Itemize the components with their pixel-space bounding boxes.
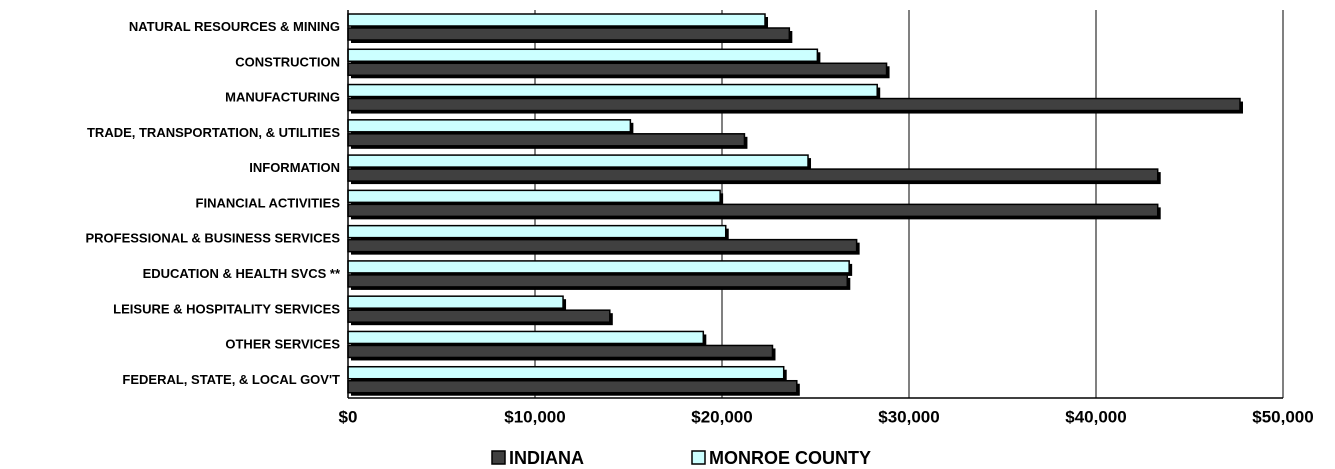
y-tick-label: OTHER SERVICES bbox=[225, 337, 340, 352]
bar bbox=[347, 97, 1241, 112]
y-tick-label: PROFESSIONAL & BUSINESS SERVICES bbox=[85, 231, 340, 246]
legend-label: INDIANA bbox=[509, 448, 584, 468]
bar bbox=[347, 119, 632, 133]
bar bbox=[347, 330, 705, 345]
bar bbox=[347, 238, 858, 253]
legend-swatch bbox=[691, 450, 706, 465]
x-tick-label: $0 bbox=[339, 407, 358, 426]
bar bbox=[347, 83, 878, 98]
y-tick-label: EDUCATION & HEALTH SVCS ** bbox=[143, 266, 341, 281]
bar bbox=[347, 62, 888, 77]
bar bbox=[347, 379, 798, 394]
x-tick-label: $40,000 bbox=[1065, 407, 1126, 426]
bar bbox=[347, 224, 727, 239]
bar bbox=[347, 203, 1159, 218]
y-tick-label: TRADE, TRANSPORTATION, & UTILITIES bbox=[87, 125, 340, 140]
bar bbox=[347, 13, 766, 27]
bar bbox=[347, 344, 774, 359]
bar bbox=[347, 189, 721, 204]
y-tick-label: CONSTRUCTION bbox=[235, 54, 340, 69]
bar bbox=[347, 295, 564, 309]
x-tick-label: $20,000 bbox=[691, 407, 752, 426]
x-tick-label: $30,000 bbox=[878, 407, 939, 426]
y-tick-label: MANUFACTURING bbox=[225, 90, 340, 105]
bar bbox=[347, 260, 850, 274]
bar bbox=[347, 48, 819, 63]
bar bbox=[347, 365, 785, 380]
legend-swatch bbox=[491, 450, 506, 465]
y-tick-label: FEDERAL, STATE, & LOCAL GOV'T bbox=[122, 372, 340, 387]
y-tick-label: NATURAL RESOURCES & MINING bbox=[129, 19, 340, 34]
x-tick-label: $10,000 bbox=[504, 407, 565, 426]
bar bbox=[347, 168, 1159, 182]
legend-label: MONROE COUNTY bbox=[709, 448, 871, 468]
bar bbox=[347, 133, 746, 147]
y-tick-label: FINANCIAL ACTIVITIES bbox=[196, 195, 341, 210]
bar bbox=[347, 309, 611, 323]
y-tick-label: LEISURE & HOSPITALITY SERVICES bbox=[113, 301, 340, 316]
x-tick-label: $50,000 bbox=[1252, 407, 1313, 426]
bar bbox=[347, 27, 791, 41]
y-tick-label: INFORMATION bbox=[249, 160, 340, 175]
bar bbox=[347, 154, 809, 168]
bar bbox=[347, 274, 849, 288]
